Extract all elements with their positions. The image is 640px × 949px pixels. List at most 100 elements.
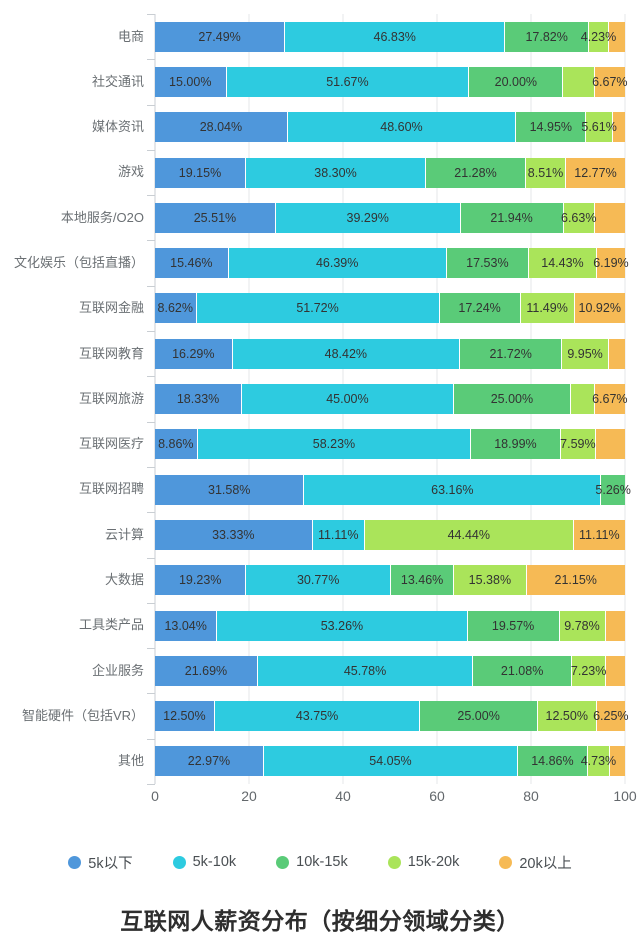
bar-segment-value: 7.59% <box>560 437 596 452</box>
bar-row: 企业服务 21.69% 45.78% 21.08% 7.23% <box>0 648 640 693</box>
bar-segment: 58.23% <box>196 429 471 460</box>
bar-segment: 5.61% <box>581 112 617 143</box>
stacked-bar: 28.04% 48.60% 14.95% 5.61% <box>155 112 625 143</box>
bar-segment-value: 63.16% <box>431 482 474 497</box>
legend-item: 5k以下 <box>68 852 133 873</box>
bar-segment-value: 4.23% <box>580 29 617 44</box>
x-axis: 0 20 40 60 80 100 <box>151 784 637 810</box>
category-label: 媒体资讯 <box>91 119 144 135</box>
axis-tick <box>147 59 155 61</box>
bar-row: 互联网招聘 31.58% 63.16% 5.26% <box>0 467 640 512</box>
bar-segment-value: 38.30% <box>314 165 357 180</box>
category-label: 电商 <box>117 28 144 44</box>
stacked-bar: 21.69% 45.78% 21.08% 7.23% <box>155 655 625 686</box>
bar-segment: 14.43% <box>528 248 596 279</box>
stacked-bar: 13.04% 53.26% 19.57% 9.78% <box>155 610 625 641</box>
bar-segment: 39.29% <box>274 202 460 233</box>
bar-segment-value: 39.29% <box>346 210 389 225</box>
bar-segment: 48.42% <box>231 338 460 369</box>
bar-segment: 8.51% <box>525 157 565 188</box>
legend-label: 10k-15k <box>296 854 348 870</box>
bar-segment <box>605 655 625 686</box>
legend-label: 15k-20k <box>407 854 460 870</box>
bar-row: 其他 22.97% 54.05% 14.86% 4.73% <box>0 739 640 784</box>
bar-segment-value: 17.53% <box>466 256 509 271</box>
category-label: 大数据 <box>104 572 144 588</box>
bar-segment-value: 11.11% <box>317 527 359 542</box>
bar-segment-value: 9.95% <box>567 346 603 361</box>
bar-segment <box>609 746 625 777</box>
bar-segment-value: 31.58% <box>208 482 251 497</box>
bar-segment-value: 8.51% <box>527 165 564 180</box>
bar-segment-value: 6.67% <box>592 392 628 407</box>
bar-segment: 4.73% <box>581 746 616 777</box>
bar-segment-value: 21.69% <box>184 663 228 678</box>
stacked-bar: 16.29% 48.42% 21.72% 9.95% <box>155 338 625 369</box>
axis-tick <box>147 331 155 333</box>
bar-segment-value: 12.50% <box>545 709 588 724</box>
legend-dot-icon <box>387 855 401 869</box>
bar-row: 互联网金融 8.62% 51.72% 17.24% 11.49% 10.92% <box>0 286 640 331</box>
x-axis-label: 60 <box>429 788 445 804</box>
bar-segment: 8.86% <box>155 429 197 460</box>
stacked-bar: 22.97% 54.05% 14.86% 4.73% <box>155 746 625 777</box>
bar-segment: 12.77% <box>565 157 626 188</box>
bar-segment: 63.16% <box>303 474 601 505</box>
bar-segment: 13.46% <box>389 565 454 596</box>
legend-label: 5k以下 <box>88 855 133 872</box>
legend-item: 10k-15k <box>276 854 348 870</box>
bar-segment: 6.63% <box>561 202 597 233</box>
bar-row: 智能硬件（包括VR） 12.50% 43.75% 25.00% 12.50% 6.25% <box>0 693 640 738</box>
stacked-bar: 19.23% 30.77% 13.46% 15.38% 21.15% <box>155 565 625 596</box>
bar-segment-value: 10.92% <box>578 301 621 316</box>
legend-label: 5k-10k <box>192 854 237 870</box>
bar-segment: 7.23% <box>571 655 606 686</box>
legend-item: 5k-10k <box>172 854 237 870</box>
x-axis-label: 100 <box>613 788 637 804</box>
bar-segment-value: 18.99% <box>494 437 537 452</box>
bar-segment-value: 15.46% <box>170 256 213 271</box>
legend-dot-icon <box>276 855 290 869</box>
axis-tick <box>147 104 155 106</box>
bar-segment: 9.78% <box>558 610 605 641</box>
bar-segment-value: 8.62% <box>157 301 193 316</box>
bar-segment: 54.05% <box>262 746 517 777</box>
x-axis-label: 20 <box>241 788 257 804</box>
bar-segment-value: 17.82% <box>525 29 568 44</box>
bar-row: 互联网旅游 18.33% 45.00% 25.00% 6.67% <box>0 376 640 421</box>
axis-tick <box>147 693 155 695</box>
bar-segment: 19.15% <box>155 157 245 188</box>
bar-segment: 21.94% <box>459 202 563 233</box>
bar-segment-value: 51.72% <box>296 301 339 316</box>
bar-segment-value: 14.43% <box>541 256 584 271</box>
bar-segment: 11.49% <box>519 293 574 324</box>
bar-segment-value: 6.19% <box>593 256 629 271</box>
bar-segment-value: 48.60% <box>380 120 423 135</box>
stacked-bar: 8.86% 58.23% 18.99% 7.59% <box>155 429 625 460</box>
legend-item: 15k-20k <box>387 854 460 870</box>
bar-segment: 15.46% <box>155 248 228 279</box>
bar-segment: 6.25% <box>593 701 629 732</box>
bar-segment: 14.86% <box>516 746 587 777</box>
bar-segment <box>595 429 625 460</box>
bar-segment: 15.38% <box>453 565 526 596</box>
bar-segment: 11.11% <box>572 519 625 550</box>
bar-segment <box>604 610 625 641</box>
bar-segment-value: 8.86% <box>158 437 194 452</box>
bar-segment: 12.50% <box>536 701 596 732</box>
bar-segment-value: 21.72% <box>489 346 532 361</box>
legend: 5k以下 5k-10k 10k-15k 15k-20k 20k以上 <box>0 852 640 872</box>
bar-segment-value: 19.57% <box>491 618 535 633</box>
bar-segment: 44.44% <box>363 519 573 550</box>
bar-segment: 21.08% <box>472 655 572 686</box>
bar-segment: 7.59% <box>559 429 596 460</box>
axis-tick <box>147 240 155 242</box>
bar-segment <box>607 21 625 52</box>
bar-segment: 17.53% <box>445 248 529 279</box>
bar-segment: 27.49% <box>155 21 285 52</box>
axis-tick <box>147 421 155 423</box>
category-label: 社交通讯 <box>91 73 144 89</box>
chart-title: 互联网人薪资分布（按细分领域分类） <box>120 908 520 934</box>
bar-segment-value: 6.63% <box>561 210 597 225</box>
